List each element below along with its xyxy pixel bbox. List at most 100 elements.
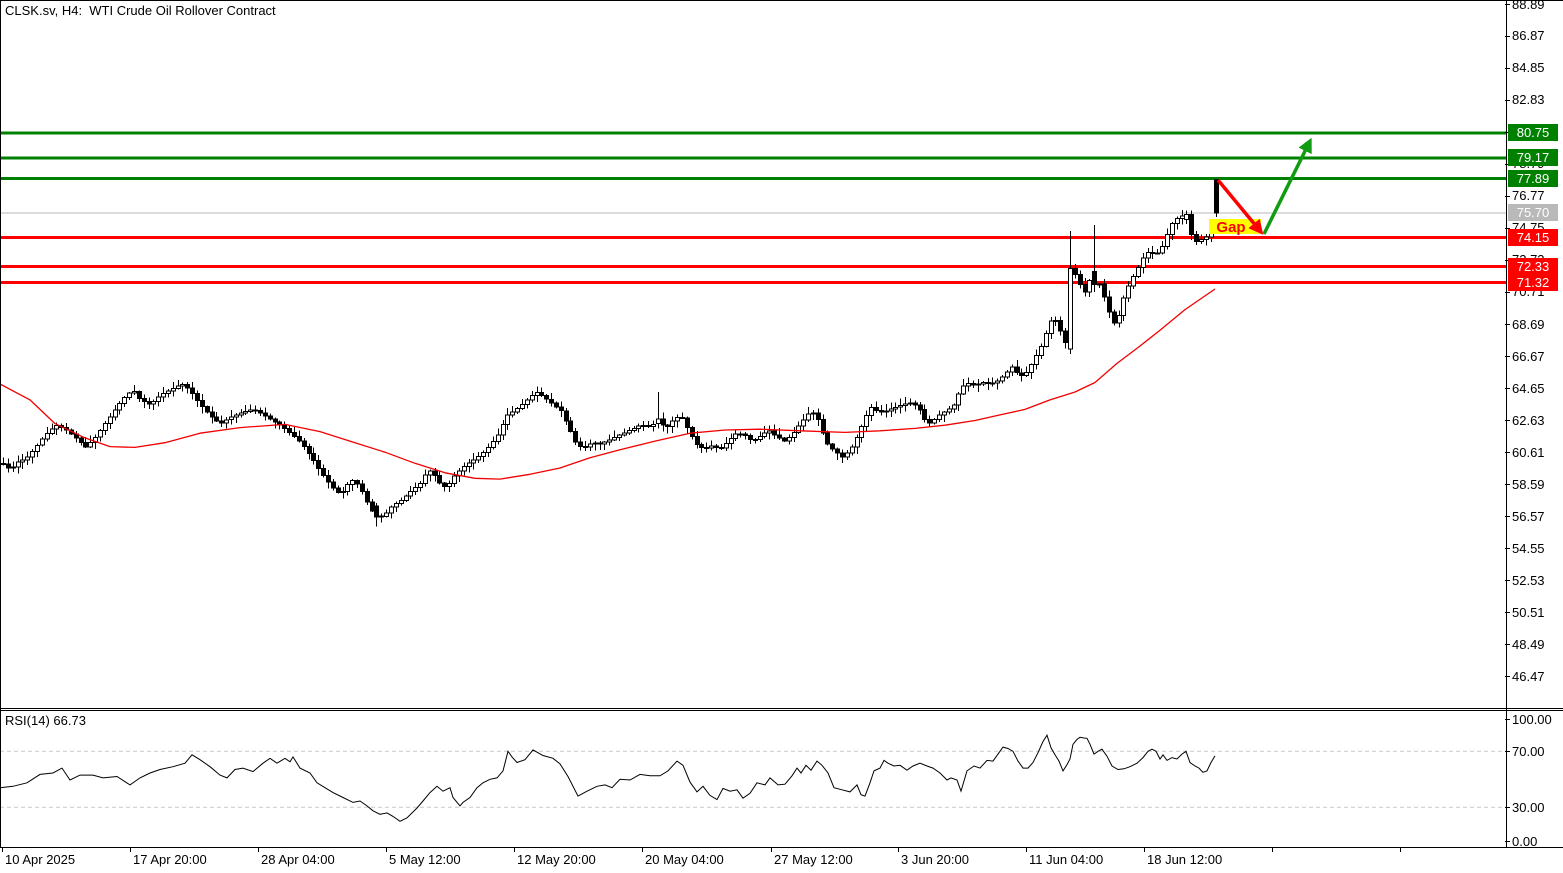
candle-up <box>49 428 56 435</box>
gap-down-arrow[interactable] <box>1216 178 1264 235</box>
price-tick <box>1505 452 1510 453</box>
candle-up <box>897 404 904 408</box>
candle-up <box>1086 279 1093 293</box>
projection-up-arrow[interactable] <box>1262 137 1312 235</box>
candle-up <box>519 404 526 410</box>
candle-up <box>936 414 943 421</box>
candle-up <box>388 506 395 514</box>
candle-down <box>1111 311 1118 324</box>
time-tick <box>1144 848 1145 852</box>
price-tick <box>1505 35 1510 37</box>
candle-up <box>1164 234 1171 248</box>
candle-up <box>228 416 235 421</box>
candle-up <box>960 385 967 395</box>
candle-up <box>931 419 938 424</box>
candle-up <box>635 425 642 429</box>
price-tick-label: 52.53 <box>1512 572 1545 588</box>
candle-up <box>907 402 914 405</box>
candle-up <box>97 430 104 438</box>
candle-down <box>281 424 288 430</box>
candle-down <box>742 433 749 437</box>
gap-label[interactable]: Gap <box>1216 219 1245 236</box>
rsi-gridlines <box>0 750 1506 808</box>
candle-up <box>1125 285 1132 299</box>
candle-down <box>272 418 279 423</box>
candle-up <box>1067 267 1074 350</box>
candle-up <box>951 404 958 410</box>
candle-up <box>1159 246 1166 254</box>
candle-down <box>917 404 924 411</box>
candle-up <box>674 417 681 422</box>
rsi-tick <box>1505 719 1510 720</box>
candle-up <box>10 466 17 469</box>
candle-up <box>587 443 594 448</box>
candle-down <box>291 432 298 438</box>
candle-up <box>131 391 138 394</box>
price-tick-label: 68.69 <box>1512 316 1545 332</box>
candle-down <box>1091 271 1098 285</box>
price-tick <box>1505 388 1510 389</box>
candle-up <box>509 411 516 416</box>
candle-up <box>786 436 793 442</box>
candle-up <box>504 414 511 425</box>
candle-down <box>1101 283 1108 298</box>
price-tick-label: 76.77 <box>1512 188 1545 204</box>
rsi-polyline <box>0 734 1216 822</box>
price-tick <box>1505 227 1510 229</box>
candle-down <box>0 462 7 465</box>
candle-up <box>495 434 502 443</box>
candle-up <box>126 392 133 398</box>
price-tick-label: 84.85 <box>1512 60 1545 76</box>
price-tick <box>1505 612 1510 613</box>
candle-down <box>1193 234 1200 242</box>
candle-up <box>844 452 851 458</box>
rsi-panel[interactable] <box>0 710 1507 847</box>
candle-up <box>1043 333 1050 347</box>
candle-up <box>1130 276 1137 287</box>
price-tick-label: 50.51 <box>1512 604 1545 620</box>
candle-down <box>1188 214 1195 236</box>
candle-up <box>766 430 773 434</box>
candle-up <box>160 393 167 398</box>
price-tick-label: 86.87 <box>1512 28 1545 44</box>
time-label: 27 May 12:00 <box>774 852 853 867</box>
gap-highlight[interactable] <box>1209 219 1261 234</box>
price-tick-label: 48.49 <box>1512 636 1545 652</box>
price-tick <box>1505 291 1510 293</box>
candle-up <box>757 436 764 441</box>
candle-down <box>189 387 196 394</box>
price-tick <box>1505 676 1510 677</box>
price-level-lines[interactable] <box>0 131 1506 284</box>
annotations-layer[interactable]: Gap <box>1209 137 1312 236</box>
price-tick <box>1505 195 1510 197</box>
candle-down <box>1149 251 1156 254</box>
candle-down <box>1213 178 1220 214</box>
time-tick <box>2 848 3 852</box>
price-tick <box>1505 548 1510 549</box>
candle-up <box>805 413 812 421</box>
main-chart-canvas[interactable]: Gap <box>0 0 1507 708</box>
candle-down <box>563 410 570 422</box>
time-axis-line <box>0 847 1563 848</box>
price-tick <box>1505 580 1510 581</box>
candle-down <box>436 474 443 484</box>
candle-down <box>921 409 928 420</box>
candle-down <box>698 444 705 449</box>
candle-down <box>970 382 977 386</box>
candle-up <box>708 445 715 449</box>
candle-up <box>868 407 875 416</box>
candle-up <box>669 420 676 428</box>
candle-up <box>732 433 739 440</box>
candle-down <box>834 448 841 454</box>
candle-up <box>946 408 953 413</box>
moving-average-line <box>0 288 1216 480</box>
candle-down <box>776 434 783 439</box>
candle-up <box>150 401 157 405</box>
candle-up <box>112 409 119 418</box>
candle-up <box>854 437 861 448</box>
time-tick <box>642 848 643 852</box>
candle-down <box>306 446 313 455</box>
rsi-tick-label: 0.00 <box>1512 833 1538 849</box>
candle-up <box>107 416 114 425</box>
candle-up <box>247 409 254 413</box>
